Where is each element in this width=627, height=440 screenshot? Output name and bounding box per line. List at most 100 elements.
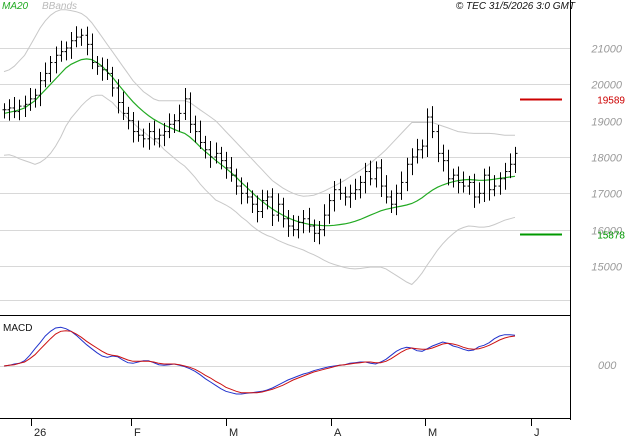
ohlc-bar <box>368 160 373 186</box>
ohlc-bar <box>54 46 59 74</box>
ohlc-bar <box>332 180 337 212</box>
ohlc-bar <box>69 32 74 59</box>
ohlc-bar <box>425 108 430 157</box>
ohlc-bar <box>410 148 415 176</box>
ohlc-bar <box>338 178 343 200</box>
resistance-level-label: 19589 <box>597 96 625 107</box>
ohlc-bar <box>100 57 105 81</box>
x-axis-label: J <box>534 427 540 439</box>
ohlc-bar <box>219 146 224 170</box>
macd-line <box>3 326 516 395</box>
signal-line <box>3 330 516 394</box>
bollinger-lower-line <box>3 94 516 286</box>
ohlc-bar <box>513 146 518 173</box>
ohlc-bar <box>430 106 435 139</box>
ohlc-bar <box>121 91 126 120</box>
ma20-line <box>3 58 516 227</box>
ohlc-bar <box>183 87 188 120</box>
ohlc-bar <box>172 114 177 134</box>
ohlc-bar <box>296 215 301 239</box>
x-axis-label: F <box>134 427 141 439</box>
ohlc-bar <box>116 79 121 114</box>
ohlc-bar <box>38 71 43 107</box>
ohlc-bar <box>384 175 389 204</box>
ohlc-bar <box>307 207 312 233</box>
ohlc-bar <box>136 120 141 142</box>
price-tick-label: 15000 <box>591 262 622 274</box>
ohlc-bar <box>446 149 451 186</box>
x-axis-label: 26 <box>34 427 46 439</box>
ohlc-bar <box>64 41 69 61</box>
ohlc-bar <box>95 55 100 75</box>
ohlc-bar <box>399 171 404 200</box>
ohlc-bar <box>90 33 95 70</box>
ohlc-bar <box>28 87 33 111</box>
ohlc-bar <box>23 95 28 118</box>
ohlc-bar <box>208 141 213 168</box>
ohlc-bar <box>456 166 461 194</box>
ohlc-bar <box>477 182 482 204</box>
price-tick-label: 17000 <box>591 189 622 201</box>
ohlc-bar <box>167 113 172 139</box>
ohlc-bar <box>374 161 379 188</box>
ohlc-bar <box>301 210 306 234</box>
ohlc-bar <box>415 138 420 164</box>
ohlc-bar <box>389 190 394 213</box>
ohlc-bar <box>317 220 322 245</box>
ohlc-bar <box>110 66 115 97</box>
ohlc-bar <box>327 194 332 224</box>
ohlc-bar <box>394 184 399 216</box>
ohlc-bar <box>239 177 244 205</box>
ohlc-bar <box>157 128 162 148</box>
ohlc-bar <box>147 122 152 150</box>
price-tick-label: 20000 <box>590 80 622 92</box>
support-level-label: 15878 <box>597 231 625 242</box>
bbands-legend-label: BBands <box>42 1 77 12</box>
macd-zero-label: 000 <box>598 360 617 372</box>
ohlc-bar <box>79 28 84 46</box>
price-tick-label: 19000 <box>591 117 622 129</box>
ohlc-bar <box>33 88 38 108</box>
ohlc-bar <box>291 215 296 237</box>
price-tick-label: 21000 <box>590 44 622 56</box>
ohlc-bar <box>343 186 348 206</box>
ohlc-bar <box>74 26 79 48</box>
ohlc-bar <box>224 151 229 179</box>
ohlc-bar <box>48 55 53 83</box>
ohlc-bar <box>260 189 265 219</box>
ohlc-bar <box>131 111 136 143</box>
ohlc-bar <box>43 62 48 88</box>
ohlc-bar <box>358 175 363 199</box>
macd-label: MACD <box>3 323 32 334</box>
ohlc-bar <box>234 168 239 195</box>
ohlc-bar <box>441 144 446 172</box>
ohlc-bar <box>436 125 441 163</box>
ohlc-bar <box>492 175 497 197</box>
ohlc-bar <box>322 204 327 237</box>
ohlc-bar <box>2 103 7 119</box>
ma-legend-label: MA20 <box>2 1 29 12</box>
ohlc-bar <box>141 128 146 148</box>
ohlc-bar <box>7 99 12 121</box>
ohlc-bar <box>508 153 513 179</box>
ohlc-bar <box>312 219 317 243</box>
chart-frame <box>0 0 571 420</box>
ma20-path <box>3 58 516 227</box>
ohlc-bar <box>250 190 255 213</box>
ohlc-bar <box>229 157 234 182</box>
ohlc-bar <box>286 210 291 237</box>
ohlc-bar <box>85 26 90 56</box>
ohlc-bar <box>348 184 353 208</box>
ohlc-bar <box>482 168 487 203</box>
ohlc-bars <box>2 26 518 245</box>
ohlc-bar <box>472 173 477 208</box>
ohlc-bar <box>245 182 250 204</box>
ohlc-bar <box>105 58 110 80</box>
x-axis-label: M <box>428 427 437 439</box>
macd-lines <box>3 326 516 395</box>
price-tick-label: 16000 <box>591 226 622 238</box>
ohlc-bar <box>162 122 167 147</box>
price-tick-labels: 15000 16000 17000 18000 19000 20000 21000 <box>590 44 622 274</box>
